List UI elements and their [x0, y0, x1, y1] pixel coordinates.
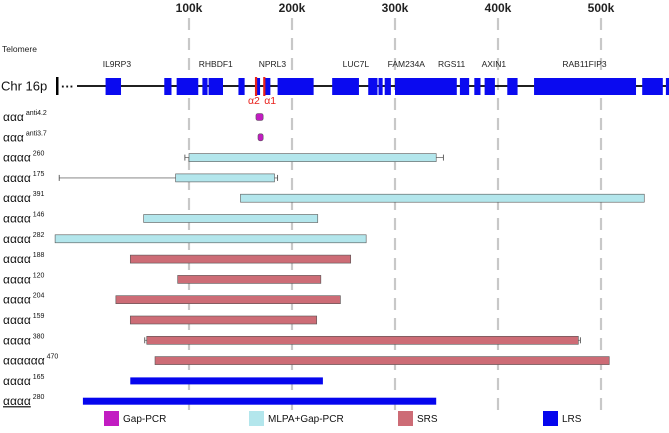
legend-swatch-lrs	[543, 411, 558, 426]
legend-swatch-srs	[398, 411, 413, 426]
gene-name-label: RGS11	[438, 59, 466, 69]
legend-label-lrs: LRS	[562, 414, 582, 425]
deletion-label: αααα 175	[3, 171, 45, 185]
deletion-bar-mlpa	[175, 173, 275, 183]
axis-tick-label: 200k	[279, 1, 306, 15]
deletion-bar-srs	[146, 335, 579, 345]
deletion-bar-lrs	[130, 377, 323, 385]
chromosome-label: Chr 16p	[1, 79, 47, 94]
gene-name-label: RHBDF1	[199, 59, 233, 69]
alpha2-gene-marker	[254, 77, 258, 96]
gene-block	[507, 78, 518, 95]
gene-block	[238, 78, 245, 95]
gene-block	[459, 78, 470, 95]
legend-label-mlpa: MLPA+Gap-PCR	[268, 414, 344, 425]
deletion-bar-srs	[129, 254, 352, 264]
deletion-label: αααα 282	[3, 232, 45, 246]
deletion-row: αααα 188	[3, 252, 352, 266]
alpha2-label: α2	[248, 95, 260, 107]
deletion-label: αααα 280	[3, 394, 45, 408]
legend-label-gap-pcr: Gap-PCR	[123, 414, 166, 425]
deletion-label: αααα 380	[3, 333, 45, 347]
deletion-row: ααα anti4.2	[3, 110, 264, 124]
telomere-marker	[56, 77, 59, 95]
gene-block	[474, 78, 481, 95]
deletion-row: αααα 120	[3, 272, 322, 286]
gene-block	[202, 78, 208, 95]
deletion-bar-srs	[177, 275, 322, 284]
alpha1-label: α1	[264, 95, 276, 107]
gene-name-label: RAB11FIP3	[562, 59, 607, 69]
axis-tick-label: 300k	[382, 1, 409, 15]
deletion-row: ααα anti3.7	[3, 130, 264, 144]
gene-name-label: NPRL3	[259, 59, 287, 69]
gene-name-label: IL9RP3	[103, 59, 132, 69]
legend-label-srs: SRS	[417, 414, 438, 425]
axis-tick-label: 500k	[588, 1, 615, 15]
gene-block	[105, 78, 122, 95]
gene-block	[332, 78, 359, 95]
deletion-label: αααα 188	[3, 252, 45, 266]
deletion-label: αααα 120	[3, 272, 45, 286]
axis-tick-label: 400k	[485, 1, 512, 15]
deletion-bar-mlpa	[54, 234, 367, 244]
deletion-row: αααα 175	[3, 171, 279, 185]
deletion-label: ααα anti4.2	[3, 110, 47, 124]
gene-block	[164, 78, 172, 95]
deletion-bar-srs	[129, 315, 318, 325]
gene-block	[378, 78, 383, 95]
gene-block	[534, 78, 637, 95]
legend-swatch-mlpa	[249, 411, 264, 426]
deletion-row: αααα 280	[3, 394, 437, 408]
gene-block	[384, 78, 391, 95]
gene-block	[264, 78, 271, 95]
gene-block	[642, 78, 663, 95]
gene-block	[665, 78, 669, 95]
gene-block	[208, 78, 223, 95]
gene-name-label: LUC7L	[343, 59, 370, 69]
deletion-label: αααα 165	[3, 374, 45, 388]
deletion-label: αααα 204	[3, 293, 45, 307]
deletion-row: αααα 165	[3, 374, 323, 388]
deletion-row: αααα 204	[3, 293, 341, 307]
deletion-bar-mlpa	[240, 193, 645, 203]
deletion-row: αααα 282	[3, 232, 367, 246]
gene-block	[256, 78, 261, 95]
deletion-label: αααα 159	[3, 313, 45, 327]
axis-tick-label: 100k	[176, 1, 203, 15]
deletion-label: ααα anti3.7	[3, 130, 47, 144]
gene-name-label: AXIN1	[482, 59, 507, 69]
chromosome-dots: ···	[61, 79, 74, 94]
gene-name-label: FAM234A	[388, 59, 426, 69]
gene-block	[395, 78, 457, 95]
deletion-label: αααα 260	[3, 151, 45, 165]
deletion-bar-srs	[154, 356, 610, 365]
deletion-label: αααααα 470	[3, 354, 58, 368]
deletion-bar-srs	[115, 295, 341, 305]
deletion-bar-mlpa	[143, 214, 319, 223]
deletion-row: αααα 391	[3, 191, 645, 205]
deletion-row: αααα 260	[3, 151, 444, 165]
gene-block	[176, 78, 199, 95]
gene-block	[277, 78, 314, 95]
deletion-row: αααα 380	[3, 333, 581, 347]
deletion-row: αααααα 470	[3, 354, 610, 368]
alpha1-gene-marker	[263, 77, 266, 96]
gene-block	[484, 78, 495, 95]
deletion-bar-gap-pcr	[255, 113, 264, 121]
deletion-bar-mlpa	[188, 153, 437, 162]
gene-block	[368, 78, 378, 95]
legend-swatch-gap-pcr	[104, 411, 119, 426]
telomere-label: Telomere	[2, 44, 37, 54]
deletion-label: αααα 146	[3, 212, 45, 226]
deletion-row: αααα 146	[3, 212, 319, 226]
deletion-bar-lrs	[82, 397, 437, 405]
deletion-bar-gap-pcr	[257, 133, 264, 142]
deletion-label: αααα 391	[3, 191, 45, 205]
deletion-row: αααα 159	[3, 313, 318, 327]
